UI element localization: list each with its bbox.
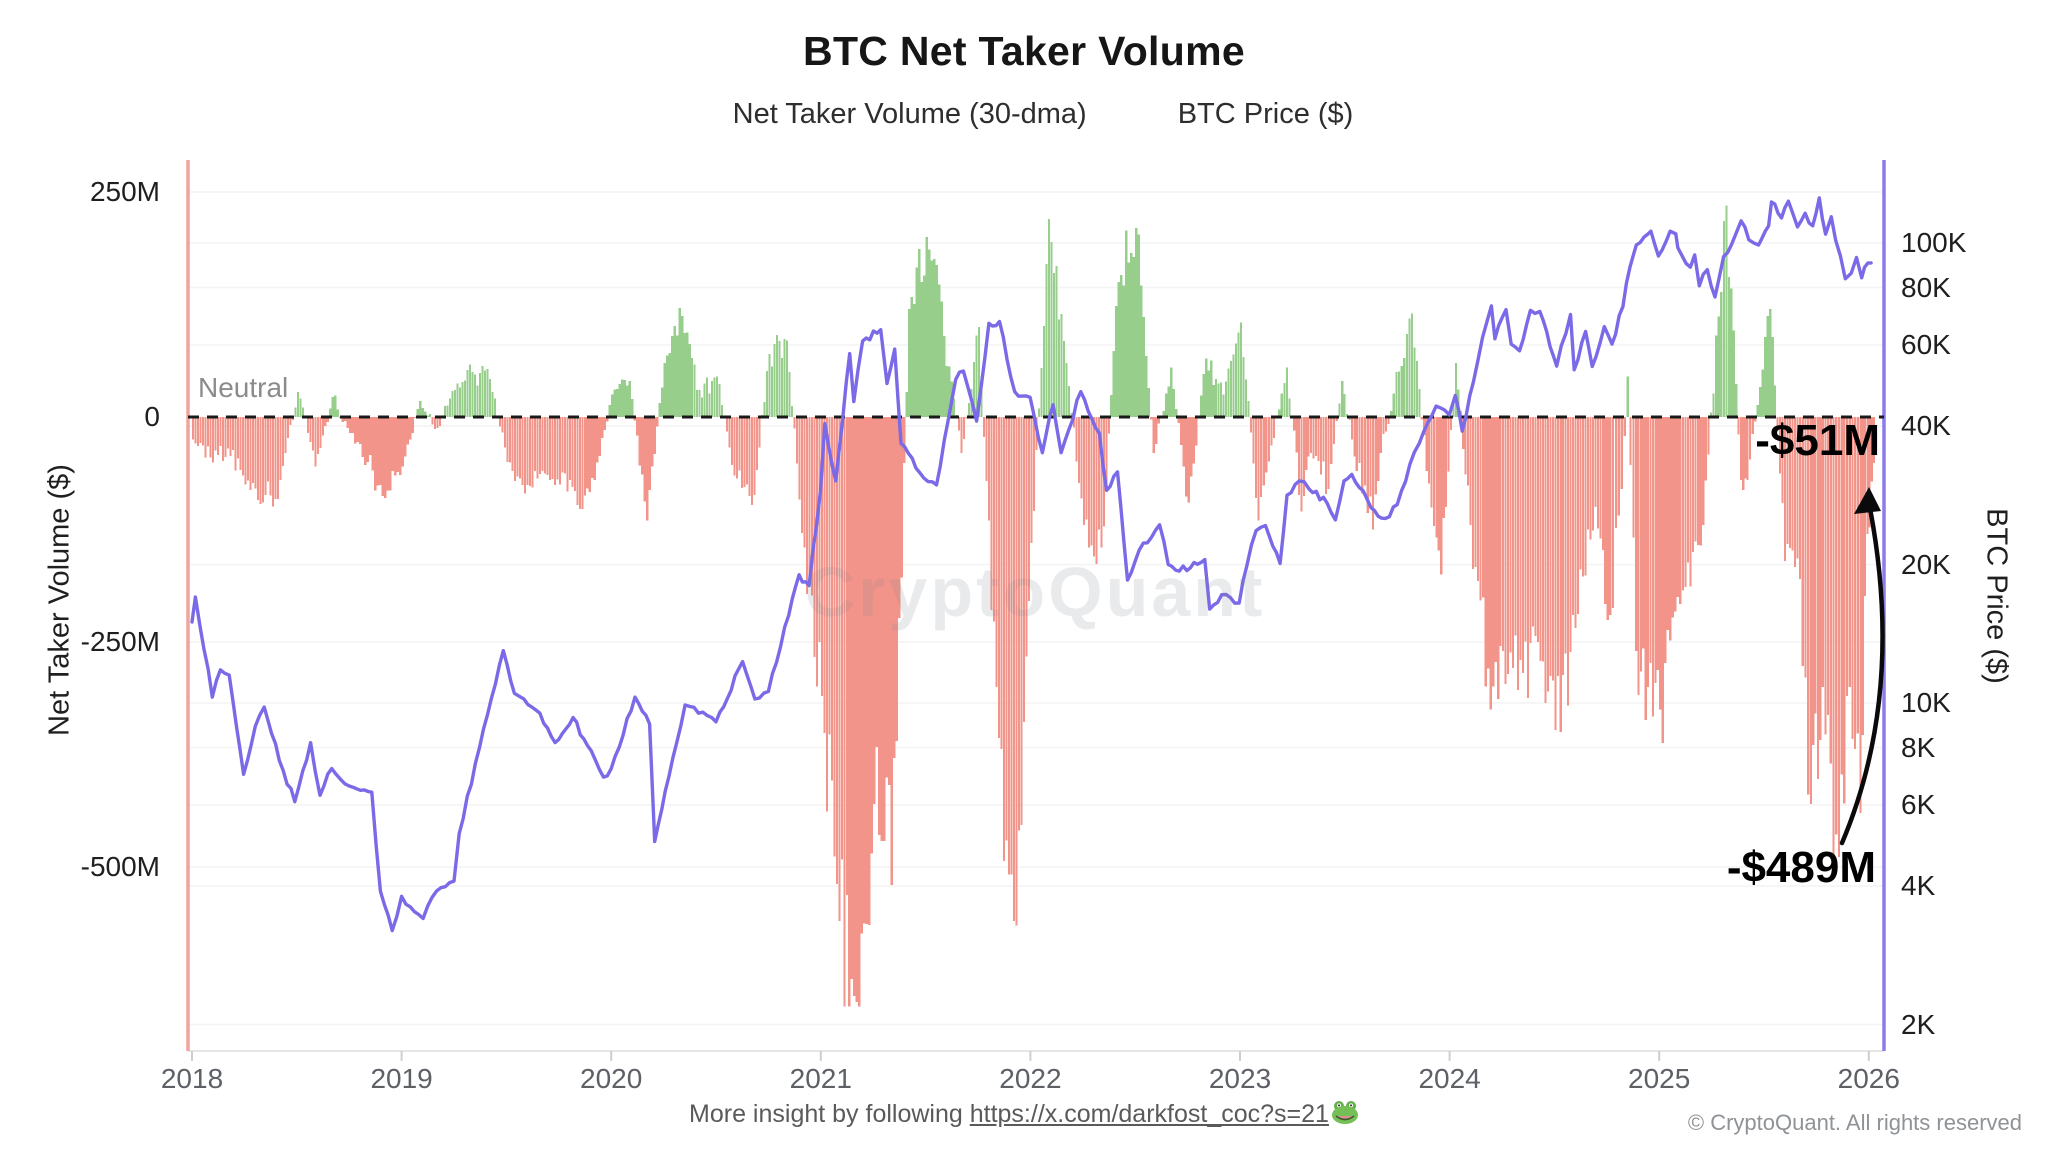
legend-item-price: BTC Price ($) xyxy=(1129,98,1354,131)
volume-swatch-icon xyxy=(695,102,720,127)
right-axis-tick-label: 100K xyxy=(1901,227,1967,258)
right-axis-tick-label: 10K xyxy=(1901,687,1951,718)
right-axis-tick-label: 8K xyxy=(1901,731,1936,763)
right-axis-tick-label: 6K xyxy=(1901,789,1936,821)
copyright-note: © CryptoQuant. All rights reserved xyxy=(1687,1110,2022,1135)
left-axis-title: Net Taker Volume ($) xyxy=(43,464,76,736)
x-axis-tick-label: 2019 xyxy=(370,1063,433,1094)
legend: Net Taker Volume (30-dma) BTC Price ($) xyxy=(0,98,2048,131)
legend-item-volume: Net Taker Volume (30-dma) xyxy=(695,98,1087,131)
neutral-label: Neutral xyxy=(198,372,289,403)
x-axis-tick-label: 2024 xyxy=(1418,1063,1481,1094)
right-axis-tick-label: 40K xyxy=(1901,410,1951,442)
legend-price-label: BTC Price ($) xyxy=(1177,98,1354,130)
left-axis-tick-label: -500M xyxy=(80,851,160,882)
volume-bars xyxy=(192,205,1875,1007)
left-axis-tick-label: -250M xyxy=(80,626,160,657)
annotation-extreme-value: -$489M xyxy=(1726,843,1876,892)
footer-note: More insight by following https://x.com/… xyxy=(0,1100,2048,1129)
right-axis-tick-label: 80K xyxy=(1901,271,1951,303)
x-axis-tick-label: 2026 xyxy=(1837,1063,1900,1094)
right-axis-tick-label: 20K xyxy=(1901,548,1951,580)
x-axis-tick-label: 2022 xyxy=(999,1063,1062,1094)
price-line xyxy=(190,196,1873,933)
legend-volume-label: Net Taker Volume (30-dma) xyxy=(732,98,1087,130)
x-axis-tick-label: 2018 xyxy=(160,1063,224,1094)
chart-title: BTC Net Taker Volume xyxy=(803,28,1245,74)
right-axis-tick-label: 4K xyxy=(1901,870,1936,902)
annotation-latest-value: -$51M xyxy=(1755,416,1880,465)
right-axis-title: BTC Price ($) xyxy=(1980,508,2013,684)
price-swatch-icon xyxy=(1129,112,1165,117)
right-axis-tick-label: 2K xyxy=(1901,1008,1936,1040)
arrowhead-icon xyxy=(1854,487,1881,514)
footer-text: More insight by following xyxy=(689,1100,970,1128)
trend-arrow xyxy=(1839,500,1885,846)
x-axis-tick-label: 2023 xyxy=(1208,1063,1272,1094)
watermark: CryptoQuant xyxy=(804,553,1266,631)
frog-emoji xyxy=(1331,1101,1358,1124)
x-axis-tick-label: 2025 xyxy=(1628,1063,1691,1094)
x-axis-tick-label: 2020 xyxy=(580,1063,643,1094)
footer-link[interactable]: https://x.com/darkfost_coc?s=21 xyxy=(969,1100,1329,1128)
left-axis-tick-label: 250M xyxy=(89,176,160,207)
right-axis-tick-label: 60K xyxy=(1901,329,1951,361)
left-axis-tick-label: 0 xyxy=(144,401,160,432)
x-axis-tick-label: 2021 xyxy=(789,1063,852,1094)
